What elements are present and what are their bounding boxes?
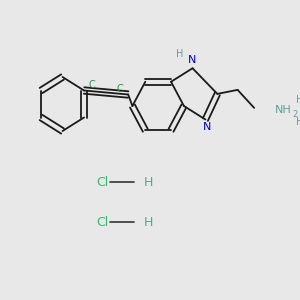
Text: 2: 2 xyxy=(293,110,298,119)
Text: Cl: Cl xyxy=(96,215,109,229)
Text: N: N xyxy=(203,122,212,133)
Text: H: H xyxy=(143,215,153,229)
Text: Cl: Cl xyxy=(96,176,109,188)
Text: NH: NH xyxy=(274,105,291,115)
Text: H: H xyxy=(143,176,153,188)
Text: C: C xyxy=(89,80,96,89)
Text: H: H xyxy=(296,117,300,127)
Text: N: N xyxy=(188,55,197,65)
Text: H: H xyxy=(176,49,183,59)
Text: H: H xyxy=(296,95,300,105)
Text: C: C xyxy=(116,83,123,94)
